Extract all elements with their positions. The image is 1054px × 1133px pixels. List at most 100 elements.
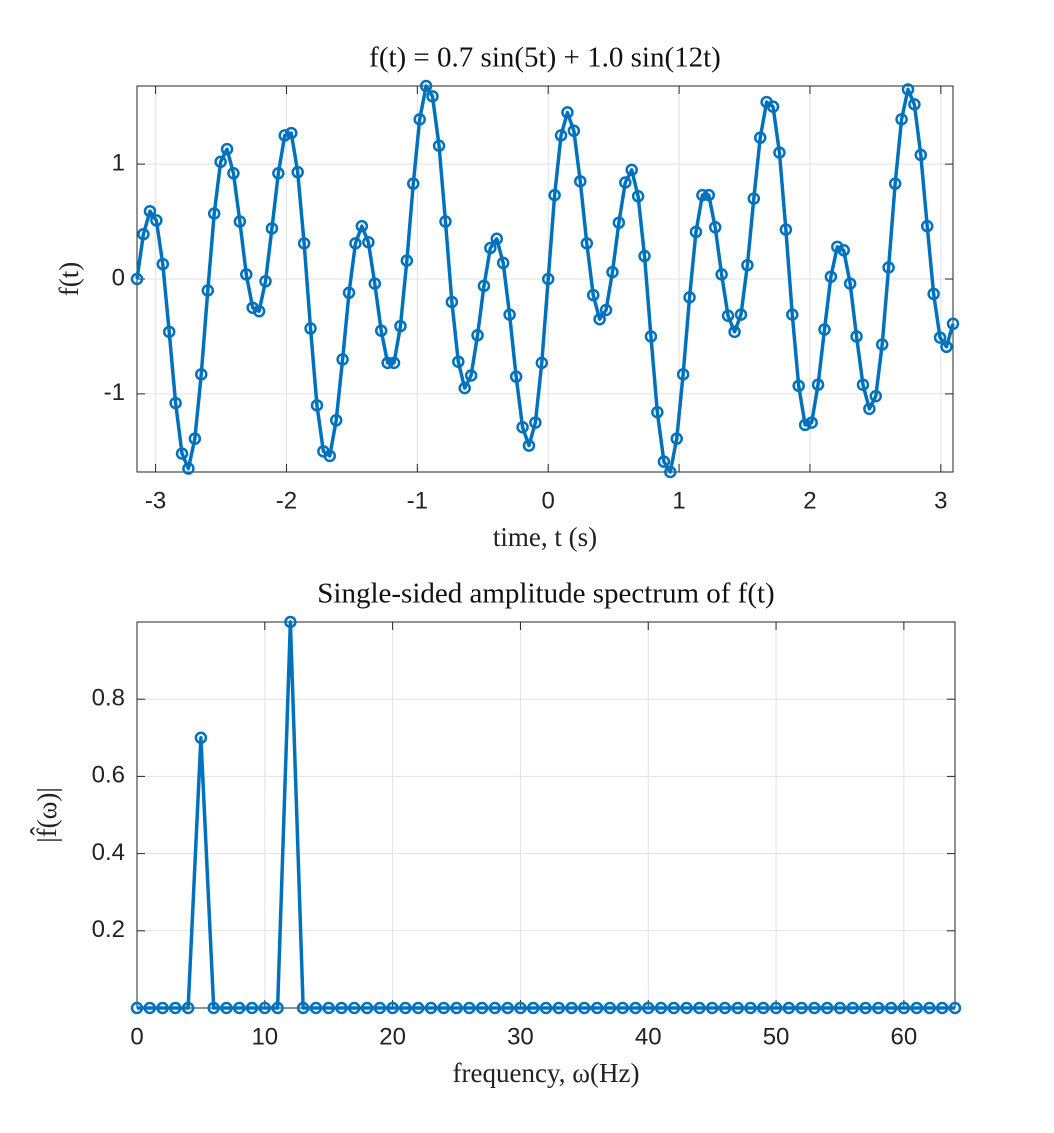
- data-point: [207, 1001, 220, 1015]
- data-point: [805, 416, 818, 429]
- data-point: [667, 1001, 681, 1015]
- data-point: [322, 1001, 335, 1015]
- y-tick-label: 0.8: [92, 685, 125, 712]
- data-point: [156, 257, 170, 271]
- data-point: [565, 1001, 578, 1015]
- data-point: [664, 465, 677, 479]
- data-point: [296, 1001, 310, 1015]
- data-point: [872, 1001, 885, 1015]
- data-point: [452, 355, 465, 368]
- data-point: [642, 1001, 655, 1015]
- data-point: [143, 204, 157, 218]
- x-axis-label: time, t (s): [493, 522, 597, 552]
- data-point: [373, 1001, 387, 1015]
- data-point: [769, 1001, 783, 1015]
- y-tick-label: 1: [112, 149, 125, 176]
- data-point: [798, 418, 812, 432]
- data-point: [779, 223, 793, 236]
- data-point: [837, 244, 850, 257]
- data-point: [188, 432, 202, 445]
- data-point: [948, 1001, 962, 1015]
- data-point: [426, 90, 439, 103]
- data-point: [258, 1001, 272, 1015]
- data-point: [323, 449, 337, 463]
- data-point: [400, 254, 414, 267]
- data-point: [795, 1001, 808, 1015]
- data-point: [445, 295, 459, 309]
- data-point: [731, 1001, 744, 1015]
- data-point: [616, 1001, 629, 1015]
- data-point: [181, 1001, 195, 1015]
- data-point: [696, 188, 709, 202]
- data-point: [625, 163, 638, 177]
- data-point: [240, 268, 253, 281]
- data-point: [940, 340, 953, 354]
- y-tick-label: -1: [104, 379, 125, 406]
- data-point: [869, 389, 883, 403]
- x-axis-label: frequency, ω(Hz): [453, 1058, 640, 1088]
- data-point: [657, 455, 671, 468]
- data-point: [670, 432, 683, 445]
- data-point: [310, 399, 324, 412]
- data-point: [846, 1001, 859, 1015]
- data-point: [194, 731, 208, 745]
- data-point: [169, 1001, 182, 1015]
- data-point: [501, 1001, 514, 1015]
- data-point: [590, 1001, 604, 1015]
- data-point: [349, 237, 362, 250]
- data-point: [567, 124, 581, 138]
- axes: 0 10 20 30 40 50 60 0.2 0.4 0.6 0.8 Single-sided am…: [31, 578, 962, 1088]
- data-point: [606, 265, 619, 279]
- data-point: [708, 221, 722, 234]
- data-point: [450, 1001, 463, 1015]
- data-point: [586, 288, 600, 302]
- data-point: [718, 1001, 732, 1015]
- data-point: [522, 439, 536, 452]
- plot-area: [137, 622, 955, 1008]
- data-point: [496, 256, 510, 270]
- data-point: [683, 291, 696, 304]
- data-point: [927, 287, 940, 301]
- data-point: [424, 1001, 438, 1015]
- data-point: [432, 139, 446, 152]
- x-tick-label: -3: [145, 487, 166, 514]
- data-point: [734, 308, 748, 321]
- data-point: [488, 1001, 502, 1015]
- data-point: [820, 1001, 834, 1015]
- data-point: [399, 1001, 412, 1015]
- x-tick-label: 50: [763, 1023, 790, 1050]
- data-point: [285, 126, 298, 140]
- data-point: [747, 192, 761, 205]
- data-point: [552, 1001, 566, 1015]
- data-point: [130, 1001, 144, 1015]
- data-point: [464, 369, 478, 382]
- data-point: [529, 416, 542, 429]
- data-point: [207, 207, 221, 220]
- data-point: [850, 330, 863, 343]
- data-point: [381, 356, 394, 370]
- data-point: [875, 338, 889, 351]
- data-point: [437, 1001, 450, 1015]
- data-point: [715, 268, 728, 281]
- data-point: [824, 270, 838, 283]
- data-point: [463, 1001, 476, 1015]
- data-point: [561, 106, 574, 119]
- data-point: [182, 462, 195, 475]
- data-point: [859, 1001, 872, 1015]
- data-point: [619, 176, 632, 189]
- data-point: [245, 1001, 259, 1015]
- data-point: [271, 1001, 284, 1015]
- data-line: [135, 84, 955, 474]
- x-tick-label: 20: [379, 1023, 406, 1050]
- data-point: [360, 1001, 374, 1015]
- x-tick-label: -1: [407, 487, 428, 514]
- data-point: [175, 447, 189, 460]
- y-tick-label: 0.2: [92, 916, 125, 943]
- data-point: [137, 227, 150, 241]
- data-point: [407, 177, 420, 190]
- data-point: [214, 155, 227, 169]
- data-point: [786, 308, 799, 321]
- data-point: [368, 277, 382, 290]
- data-point: [741, 258, 754, 272]
